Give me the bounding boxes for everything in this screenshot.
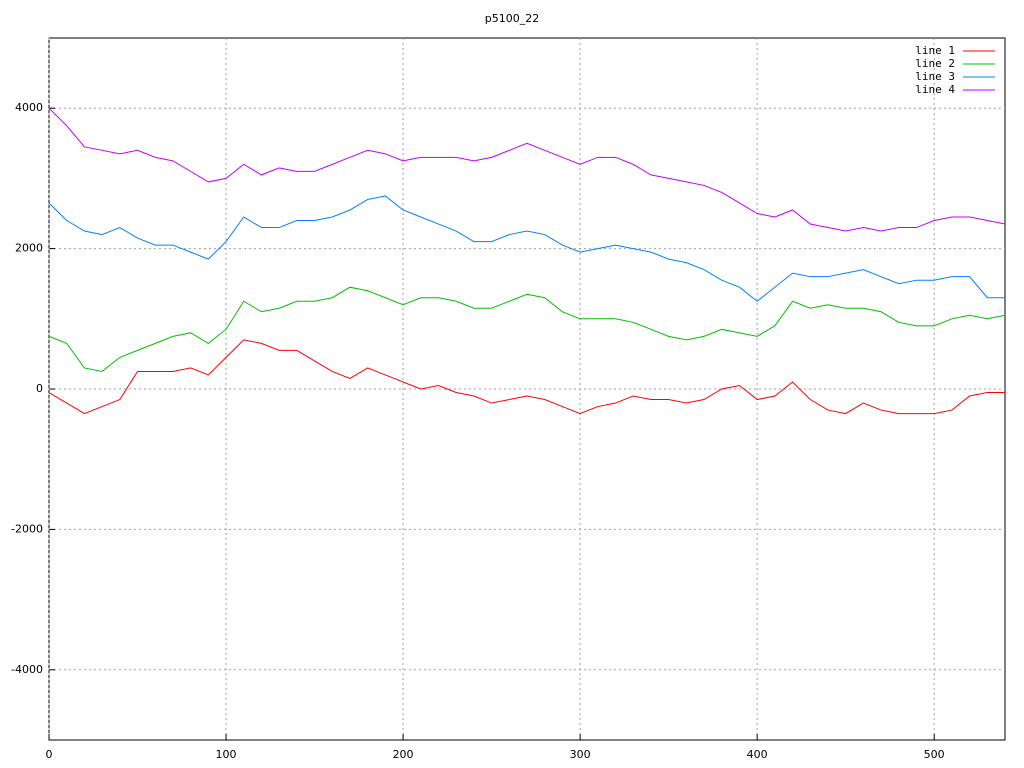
legend-label: line 1 [915, 44, 955, 57]
x-tick-label: 400 [747, 748, 768, 761]
y-tick-label: 2000 [15, 242, 43, 255]
x-tick-label: 200 [393, 748, 414, 761]
y-tick-label: 0 [36, 382, 43, 395]
legend-label: line 4 [915, 83, 955, 96]
data-line [48, 107, 1006, 232]
legend-label: line 2 [915, 57, 955, 70]
x-tick-label: 300 [570, 748, 591, 761]
y-tick-label: 4000 [15, 101, 43, 114]
data-line [48, 339, 1005, 415]
y-tick-label: -2000 [11, 522, 43, 535]
data-line [48, 195, 1005, 302]
chart-title: p5100_22 [485, 12, 539, 25]
y-tick-label: -4000 [11, 663, 43, 676]
legend-label: line 3 [915, 70, 955, 83]
x-tick-label: 100 [216, 748, 237, 761]
x-tick-label: 0 [46, 748, 53, 761]
x-tick-label: 500 [924, 748, 945, 761]
data-line [48, 286, 1006, 372]
